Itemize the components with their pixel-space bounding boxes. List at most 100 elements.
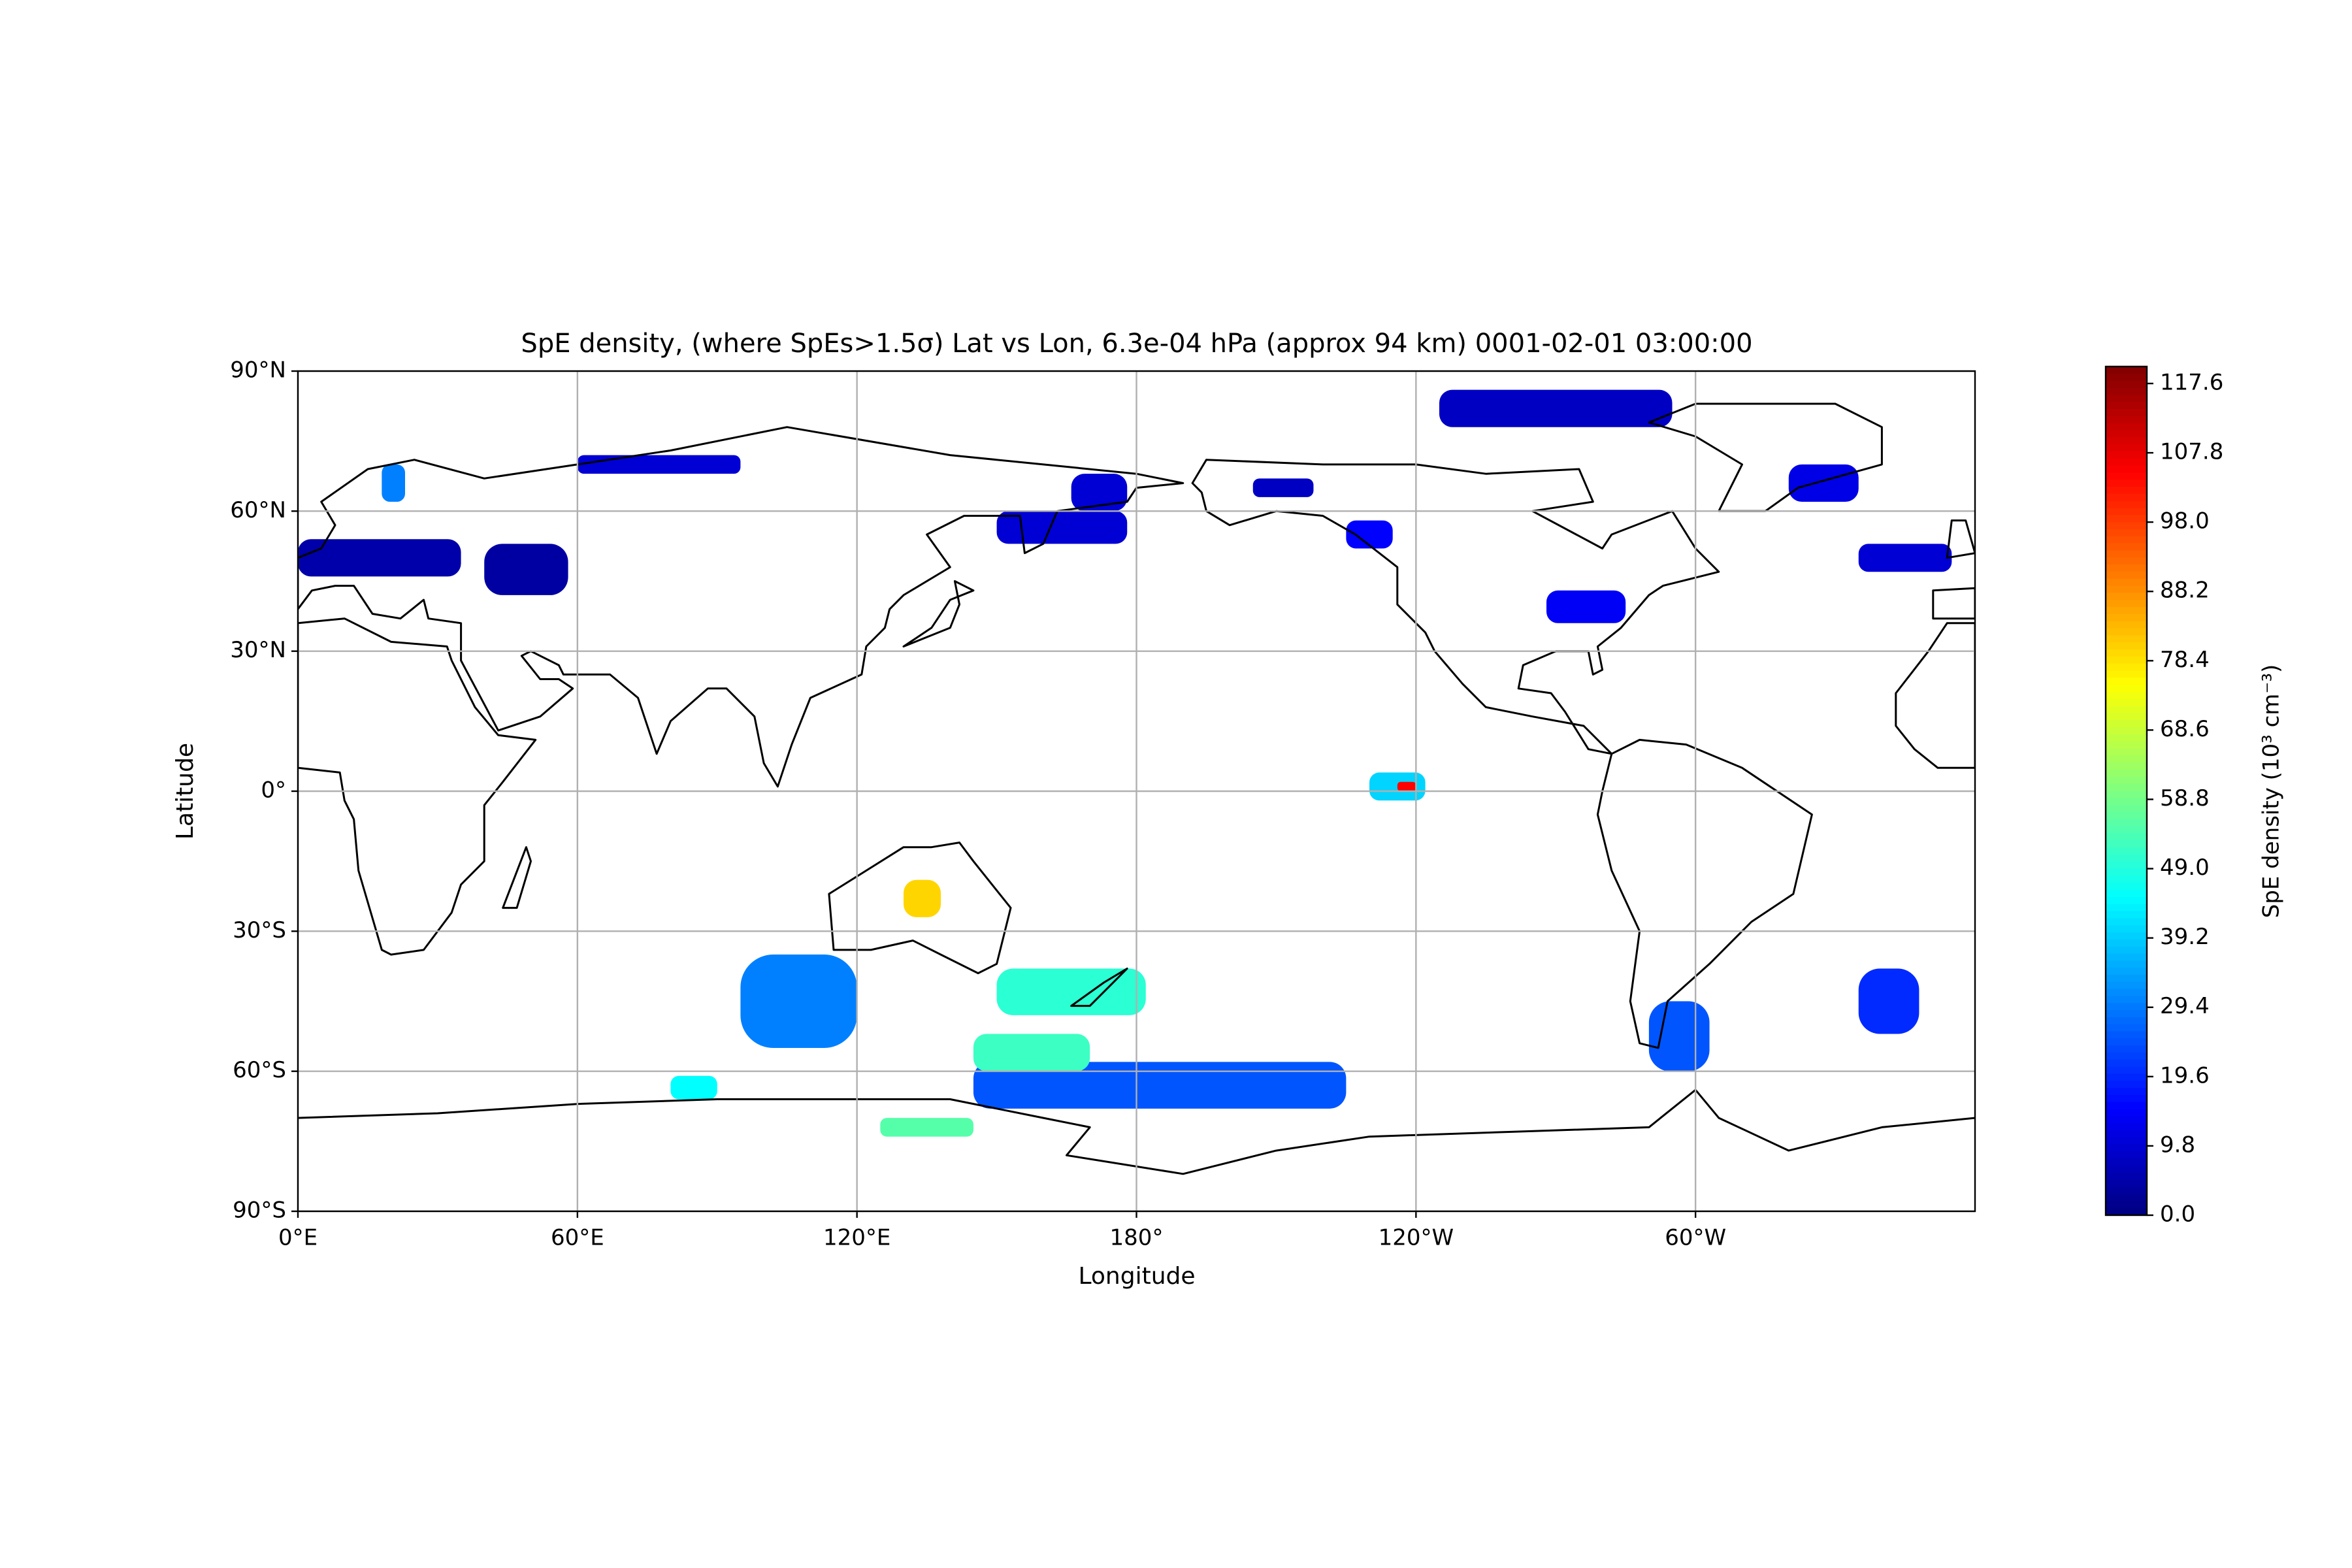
colorbar-segment (2106, 783, 2147, 792)
colorbar-segment (2106, 883, 2147, 890)
colorbar-segment (2106, 960, 2147, 968)
colorbar-segment (2106, 500, 2147, 509)
colorbar-segment (2106, 1059, 2147, 1068)
colorbar-tick-label: 107.8 (2160, 439, 2223, 465)
colorbar-segment (2106, 1003, 2147, 1011)
x-tick-label: 120°E (823, 1225, 890, 1251)
colorbar-segment (2106, 571, 2147, 580)
density-region (1346, 520, 1393, 549)
colorbar-tick-label: 29.4 (2160, 993, 2210, 1019)
colorbar-segment (2106, 593, 2147, 600)
colorbar-segment (2106, 932, 2147, 940)
coastline (1070, 968, 1128, 1007)
colorbar-segment (2106, 713, 2147, 721)
colorbar-segment (2106, 791, 2147, 798)
y-tick-label: 30°S (233, 917, 286, 943)
colorbar-segment (2106, 988, 2147, 997)
colorbar-segment (2106, 974, 2147, 983)
colorbar-tick-label: 88.2 (2160, 578, 2210, 604)
colorbar-frame (2104, 365, 2148, 1217)
colorbar-segment (2106, 1186, 2147, 1195)
colorbar-segment (2106, 691, 2147, 700)
colorbar-segment (2106, 600, 2147, 608)
colorbar-segment (2106, 840, 2147, 848)
colorbar-segment (2106, 564, 2147, 572)
density-region (1858, 968, 1919, 1034)
colorbar-tick-label: 49.0 (2160, 855, 2210, 881)
colorbar-segment (2106, 741, 2147, 749)
density-region (577, 455, 741, 474)
colorbar-segment (2106, 367, 2147, 374)
density-region (1788, 464, 1859, 502)
colorbar-segment (2106, 465, 2147, 473)
density-region (740, 955, 857, 1048)
colorbar-segment (2106, 387, 2147, 395)
coastlines (298, 402, 1975, 1175)
colorbar-segment (2106, 663, 2147, 672)
density-region (1252, 478, 1314, 497)
colorbar-segment (2106, 734, 2147, 742)
colorbar-segment (2106, 706, 2147, 714)
colorbar-segment (2106, 1066, 2147, 1075)
colorbar-segment (2106, 890, 2147, 898)
colorbar-segment (2106, 798, 2147, 806)
colorbar-segment (2106, 458, 2147, 466)
colorbar-segment (2106, 727, 2147, 735)
coastline (828, 841, 1012, 975)
colorbar-segment (2106, 656, 2147, 664)
colorbar-segment (2106, 472, 2147, 480)
colorbar-segment (2106, 402, 2147, 410)
coastline (1946, 519, 1975, 559)
colorbar-segment (2106, 861, 2147, 870)
colorbar-segment (2106, 1179, 2147, 1188)
coastline (1648, 402, 1883, 512)
density-region (1546, 590, 1626, 623)
colorbar-segment (2106, 685, 2147, 693)
coastline (1932, 587, 1975, 620)
colorbar-segment (2106, 557, 2147, 565)
colorbar-segment (2106, 896, 2147, 905)
colorbar-segment (2106, 1208, 2147, 1216)
density-region (670, 1075, 717, 1100)
colorbar-segment (2106, 996, 2147, 1004)
colorbar-segment (2106, 904, 2147, 912)
y-tick-label: 60°N (230, 497, 286, 523)
colorbar-segment (2106, 649, 2147, 657)
density-region (973, 1034, 1090, 1071)
x-tick-label: 60°E (551, 1225, 604, 1251)
colorbar-segment (2106, 1031, 2147, 1039)
colorbar-segment (2106, 1109, 2147, 1117)
x-tick-label: 120°W (1379, 1225, 1454, 1251)
plot-area: 0°E 60°E 120°E 180° 120°W 60°W 90°S 60°S 30°S 0° 3… (230, 357, 2223, 1251)
colorbar-tick-label: 78.4 (2160, 647, 2210, 673)
density-region (996, 511, 1128, 544)
colorbar-segment (2106, 444, 2147, 452)
density-region (1071, 474, 1128, 512)
coastline (902, 580, 975, 647)
colorbar-segment (2106, 423, 2147, 431)
colorbar-segment (2106, 529, 2147, 537)
colorbar-segment (2106, 847, 2147, 855)
coastline (298, 426, 1184, 788)
density-region (880, 1118, 973, 1137)
colorbar-segment (2106, 1116, 2147, 1124)
colorbar-segment (2106, 1123, 2147, 1131)
colorbar-tick-label: 39.2 (2160, 924, 2210, 950)
colorbar-segment (2106, 395, 2147, 402)
colorbar-tick-label: 19.6 (2160, 1062, 2210, 1088)
colorbar-segment (2106, 416, 2147, 424)
coastline (1191, 459, 1720, 755)
colorbar-segment (2106, 1024, 2147, 1032)
colorbar-segment (2106, 776, 2147, 785)
x-axis-label: Longitude (1078, 1263, 1195, 1290)
colorbar-segment (2106, 833, 2147, 841)
colorbar-segment (2106, 628, 2147, 636)
colorbar-tick-label: 0.0 (2160, 1201, 2195, 1228)
density-region (973, 1062, 1347, 1109)
density-region (298, 539, 461, 577)
colorbar-segment (2106, 875, 2147, 883)
coastline (1895, 622, 1975, 769)
colorbar-segment (2106, 755, 2147, 763)
coastline (298, 617, 537, 956)
